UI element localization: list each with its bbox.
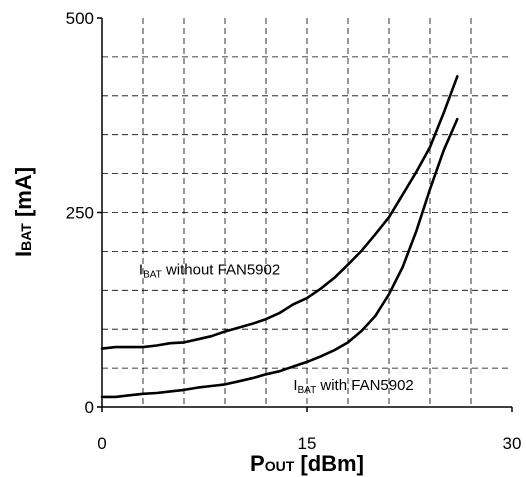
annotation-sub: BAT xyxy=(143,270,162,281)
x-axis-title-sub: OUT xyxy=(265,458,295,474)
x-axis-title-rest: [dBm] xyxy=(294,451,364,476)
y-tick-label: 250 xyxy=(66,204,94,223)
x-tick-label: 30 xyxy=(503,434,522,453)
y-tick-label: 500 xyxy=(66,9,94,28)
y-axis-title-main: I xyxy=(11,251,36,257)
annotation-main: I xyxy=(293,377,297,394)
series-lines xyxy=(100,75,459,399)
y-axis-title: IBAT [mA] xyxy=(11,167,36,257)
y-axis-title-sub: BAT xyxy=(18,223,34,251)
annotation-rest: with FAN5902 xyxy=(316,377,414,394)
tick-labels: 0 250 500 0 15 30 xyxy=(66,9,522,453)
x-tick-label: 15 xyxy=(298,434,317,453)
annotation-rest: without FAN5902 xyxy=(162,262,280,279)
x-axis-title-main: P xyxy=(250,451,265,476)
series-annotation: IBAT with FAN5902 xyxy=(293,377,413,396)
annotation-main: I xyxy=(139,262,143,279)
y-axis-title-rest: [mA] xyxy=(11,167,36,223)
annotation-sub: BAT xyxy=(298,385,317,396)
series-annotation: IBAT without FAN5902 xyxy=(139,262,280,281)
x-axis-title: POUT [dBm] xyxy=(250,451,364,476)
y-tick-label: 0 xyxy=(85,398,94,417)
series-line-with xyxy=(100,117,459,399)
x-tick-label: 0 xyxy=(97,434,106,453)
grid xyxy=(102,18,512,407)
series-line-without xyxy=(100,75,459,350)
